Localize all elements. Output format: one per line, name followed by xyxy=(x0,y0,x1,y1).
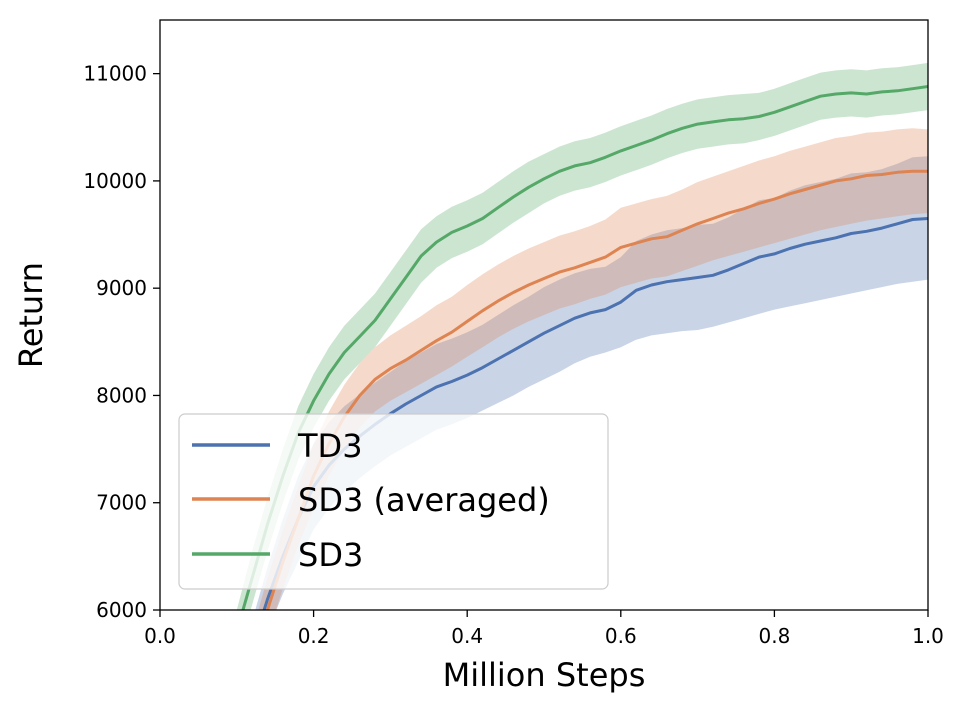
legend-label-sd3: SD3 xyxy=(298,536,363,574)
x-tick-label: 1.0 xyxy=(912,624,944,648)
band-td3 xyxy=(255,156,928,610)
x-tick-label: 0.2 xyxy=(298,624,330,648)
y-axis-label: Return xyxy=(12,262,50,368)
line-sd3 xyxy=(241,85,928,610)
y-tick-label: 8000 xyxy=(96,383,147,407)
y-tick-label: 7000 xyxy=(96,491,147,515)
legend-label-sd3-averaged: SD3 (averaged) xyxy=(298,481,550,519)
x-tick-label: 0.6 xyxy=(605,624,637,648)
x-tick-label: 0.4 xyxy=(451,624,483,648)
plot-area xyxy=(236,62,928,610)
y-tick-label: 10000 xyxy=(83,169,147,193)
y-axis-ticks: 6000 7000 8000 9000 10000 11000 xyxy=(83,62,160,622)
x-tick-label: 0.0 xyxy=(144,624,176,648)
legend-box xyxy=(178,413,609,590)
y-tick-label: 6000 xyxy=(96,598,147,622)
y-tick-label: 11000 xyxy=(83,62,147,86)
y-tick-label: 9000 xyxy=(96,276,147,300)
x-axis-label: Million Steps xyxy=(443,656,646,694)
band-sd3 xyxy=(236,62,928,610)
line-sd3-averaged xyxy=(265,169,928,610)
legend: TD3 SD3 (averaged) SD3 xyxy=(178,413,609,590)
x-axis-ticks: 0.0 0.2 0.4 0.6 0.8 1.0 xyxy=(144,610,944,648)
plot-frame xyxy=(159,19,929,611)
x-tick-label: 0.8 xyxy=(758,624,790,648)
legend-label-td3: TD3 xyxy=(297,427,363,465)
